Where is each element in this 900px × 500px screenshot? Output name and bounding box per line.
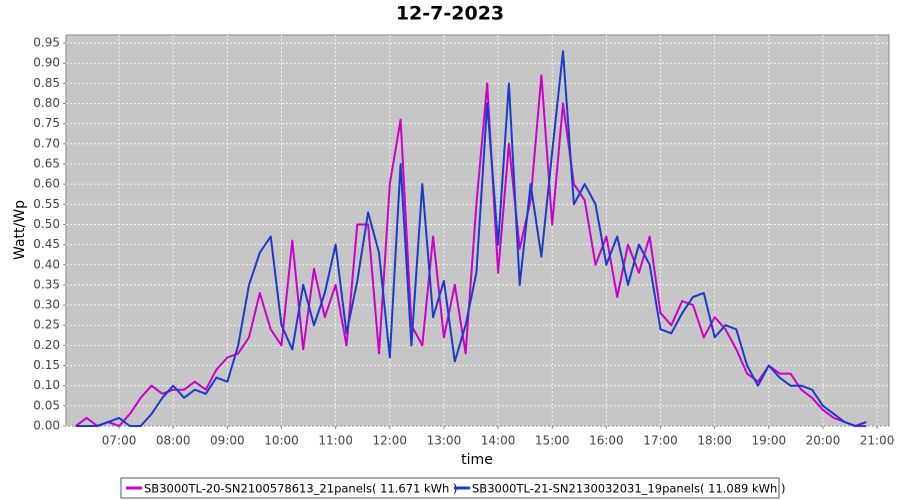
x-tick-label: 13:00	[427, 434, 462, 448]
x-tick-label: 12:00	[372, 434, 407, 448]
x-tick-label: 08:00	[156, 434, 191, 448]
y-tick-label: 0.85	[33, 76, 60, 90]
y-tick-label: 0.80	[33, 96, 60, 110]
x-tick-label: 15:00	[535, 434, 570, 448]
x-tick-label: 10:00	[264, 434, 299, 448]
x-tick-label: 21:00	[860, 434, 895, 448]
x-tick-label: 20:00	[806, 434, 841, 448]
y-tick-label: 0.05	[33, 398, 60, 412]
x-tick-label: 07:00	[102, 434, 137, 448]
x-tick-label: 18:00	[697, 434, 732, 448]
y-tick-label: 0.40	[33, 257, 60, 271]
x-tick-label: 19:00	[752, 434, 787, 448]
y-tick-label: 0.30	[33, 298, 60, 312]
y-tick-label: 0.95	[33, 36, 60, 50]
y-tick-label: 0.60	[33, 177, 60, 191]
x-axis-label: time	[461, 452, 493, 468]
y-axis-label: Watt/Wp	[12, 200, 28, 260]
y-tick-label: 0.10	[33, 378, 60, 392]
chart-title: 12-7-2023	[396, 3, 504, 25]
y-tick-label: 0.65	[33, 156, 60, 170]
y-tick-label: 0.75	[33, 116, 60, 130]
y-tick-label: 0.50	[33, 217, 60, 231]
y-tick-label: 0.15	[33, 358, 60, 372]
y-tick-label: 0.00	[33, 419, 60, 433]
x-tick-label: 16:00	[589, 434, 624, 448]
x-tick-label: 14:00	[481, 434, 516, 448]
y-tick-label: 0.25	[33, 318, 60, 332]
y-tick-label: 0.90	[33, 56, 60, 70]
y-tick-label: 0.35	[33, 277, 60, 291]
y-tick-label: 0.20	[33, 338, 60, 352]
x-tick-label: 09:00	[210, 434, 245, 448]
y-tick-label: 0.70	[33, 136, 60, 150]
legend-label: SB3000TL-21-SN2130032031_19panels( 11.08…	[472, 482, 785, 496]
y-tick-label: 0.45	[33, 237, 60, 251]
plot-area	[65, 34, 890, 427]
data-line	[75, 74, 867, 427]
data-line	[75, 50, 867, 427]
x-tick-label: 11:00	[318, 434, 353, 448]
x-tick-label: 17:00	[643, 434, 678, 448]
legend-label: SB3000TL-20-SN2100578613_21panels( 11.67…	[144, 482, 457, 496]
legend-box	[120, 477, 780, 499]
y-tick-label: 0.55	[33, 197, 60, 211]
